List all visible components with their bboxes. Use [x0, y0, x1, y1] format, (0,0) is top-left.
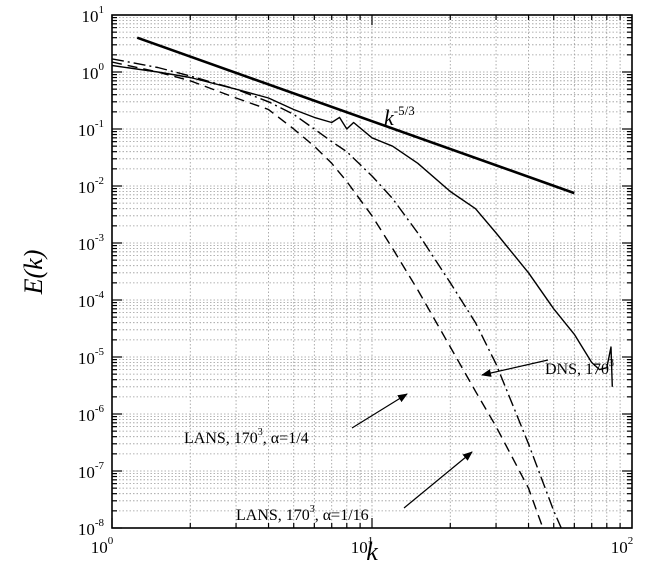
- x-tick-label-base: 10: [91, 538, 108, 557]
- y-tick-label-exponent: -1: [95, 118, 104, 130]
- x-tick-label-exponent: 0: [108, 535, 114, 547]
- y-tick-label-exponent: 1: [99, 4, 105, 16]
- y-tick-label-base: 10: [82, 7, 99, 26]
- x-tick-label-base: 10: [611, 538, 628, 557]
- y-tick-label: 10-1: [78, 118, 104, 140]
- dns-arrow: [481, 359, 549, 377]
- y-axis-label: E(k): [19, 250, 48, 296]
- y-tick-label-base: 10: [78, 178, 95, 197]
- y-tick-label-exponent: -5: [95, 346, 105, 358]
- y-tick-label: 10-4: [78, 289, 105, 311]
- y-tick-label-base: 10: [78, 349, 95, 368]
- slope-line: [136, 36, 575, 195]
- dns-label: DNS, 1703: [545, 358, 614, 378]
- y-tick-label: 10-8: [78, 517, 105, 539]
- data-curves: [112, 36, 613, 528]
- y-tick-label-exponent: -8: [95, 517, 105, 529]
- y-tick-label-base: 10: [78, 292, 95, 311]
- slope-annotation: k-5/3: [384, 103, 415, 130]
- x-axis-label: k: [366, 537, 378, 566]
- slope-annotation-base: k: [384, 105, 395, 130]
- x-tick-label: 102: [611, 535, 634, 557]
- y-tick-label-base: 10: [78, 406, 95, 425]
- x-tick-label-exponent: 1: [368, 535, 374, 547]
- lans-quarter-label-alpha: , α=1/4: [263, 430, 309, 447]
- y-tick-label-exponent: -4: [95, 289, 105, 301]
- lans-sixteenth-label-text: LANS, 170: [236, 507, 310, 524]
- lans-quarter-arrow: [351, 393, 408, 429]
- lans-sixteenth-curve: [112, 58, 563, 528]
- lans-sixteenth-label-alpha: , α=1/16: [315, 507, 369, 524]
- lans-sixteenth-label: LANS, 1703, α=1/16: [236, 504, 369, 524]
- x-tick-label-exponent: 2: [628, 535, 634, 547]
- y-tick-label-exponent: 0: [99, 61, 105, 73]
- lans-quarter-label: LANS, 1703, α=1/4: [184, 427, 309, 447]
- y-tick-label-exponent: -6: [95, 403, 105, 415]
- tick-marks: [111, 15, 632, 529]
- y-tick-label: 10-7: [78, 460, 105, 482]
- lans-quarter-curve: [112, 61, 544, 528]
- dns-curve: [112, 64, 613, 387]
- y-tick-label-exponent: -3: [95, 232, 105, 244]
- y-tick-label-base: 10: [82, 64, 99, 83]
- y-tick-label-base: 10: [78, 235, 95, 254]
- tick-labels: 100 101 10210110010-110-210-310-410-510-61…: [78, 4, 633, 557]
- y-tick-label-base: 10: [78, 121, 95, 140]
- lans-sixteenth-label-exponent: 3: [310, 504, 315, 515]
- x-tick-label: 100: [91, 535, 114, 557]
- y-tick-label-base: 10: [78, 463, 95, 482]
- y-tick-label: 101: [82, 4, 105, 26]
- lans-sixteenth-arrow: [403, 451, 473, 509]
- grid-lines: [112, 15, 632, 528]
- y-tick-label: 10-2: [78, 175, 104, 197]
- dns-label-text: DNS, 170: [545, 361, 609, 378]
- y-tick-label-base: 10: [78, 520, 95, 539]
- y-tick-label: 10-3: [78, 232, 105, 254]
- lans-quarter-label-exponent: 3: [258, 427, 263, 438]
- x-tick-label: 101: [351, 535, 374, 557]
- y-tick-label: 100: [82, 61, 105, 83]
- y-tick-label: 10-5: [78, 346, 105, 368]
- slope-annotation-exponent: -5/3: [394, 103, 415, 118]
- y-tick-label-exponent: -7: [95, 460, 105, 472]
- x-tick-label-base: 10: [351, 538, 368, 557]
- lans-quarter-label-text: LANS, 170: [184, 430, 258, 447]
- dns-label-exponent: 3: [609, 358, 614, 369]
- y-tick-label: 10-6: [78, 403, 105, 425]
- y-tick-label-exponent: -2: [95, 175, 104, 187]
